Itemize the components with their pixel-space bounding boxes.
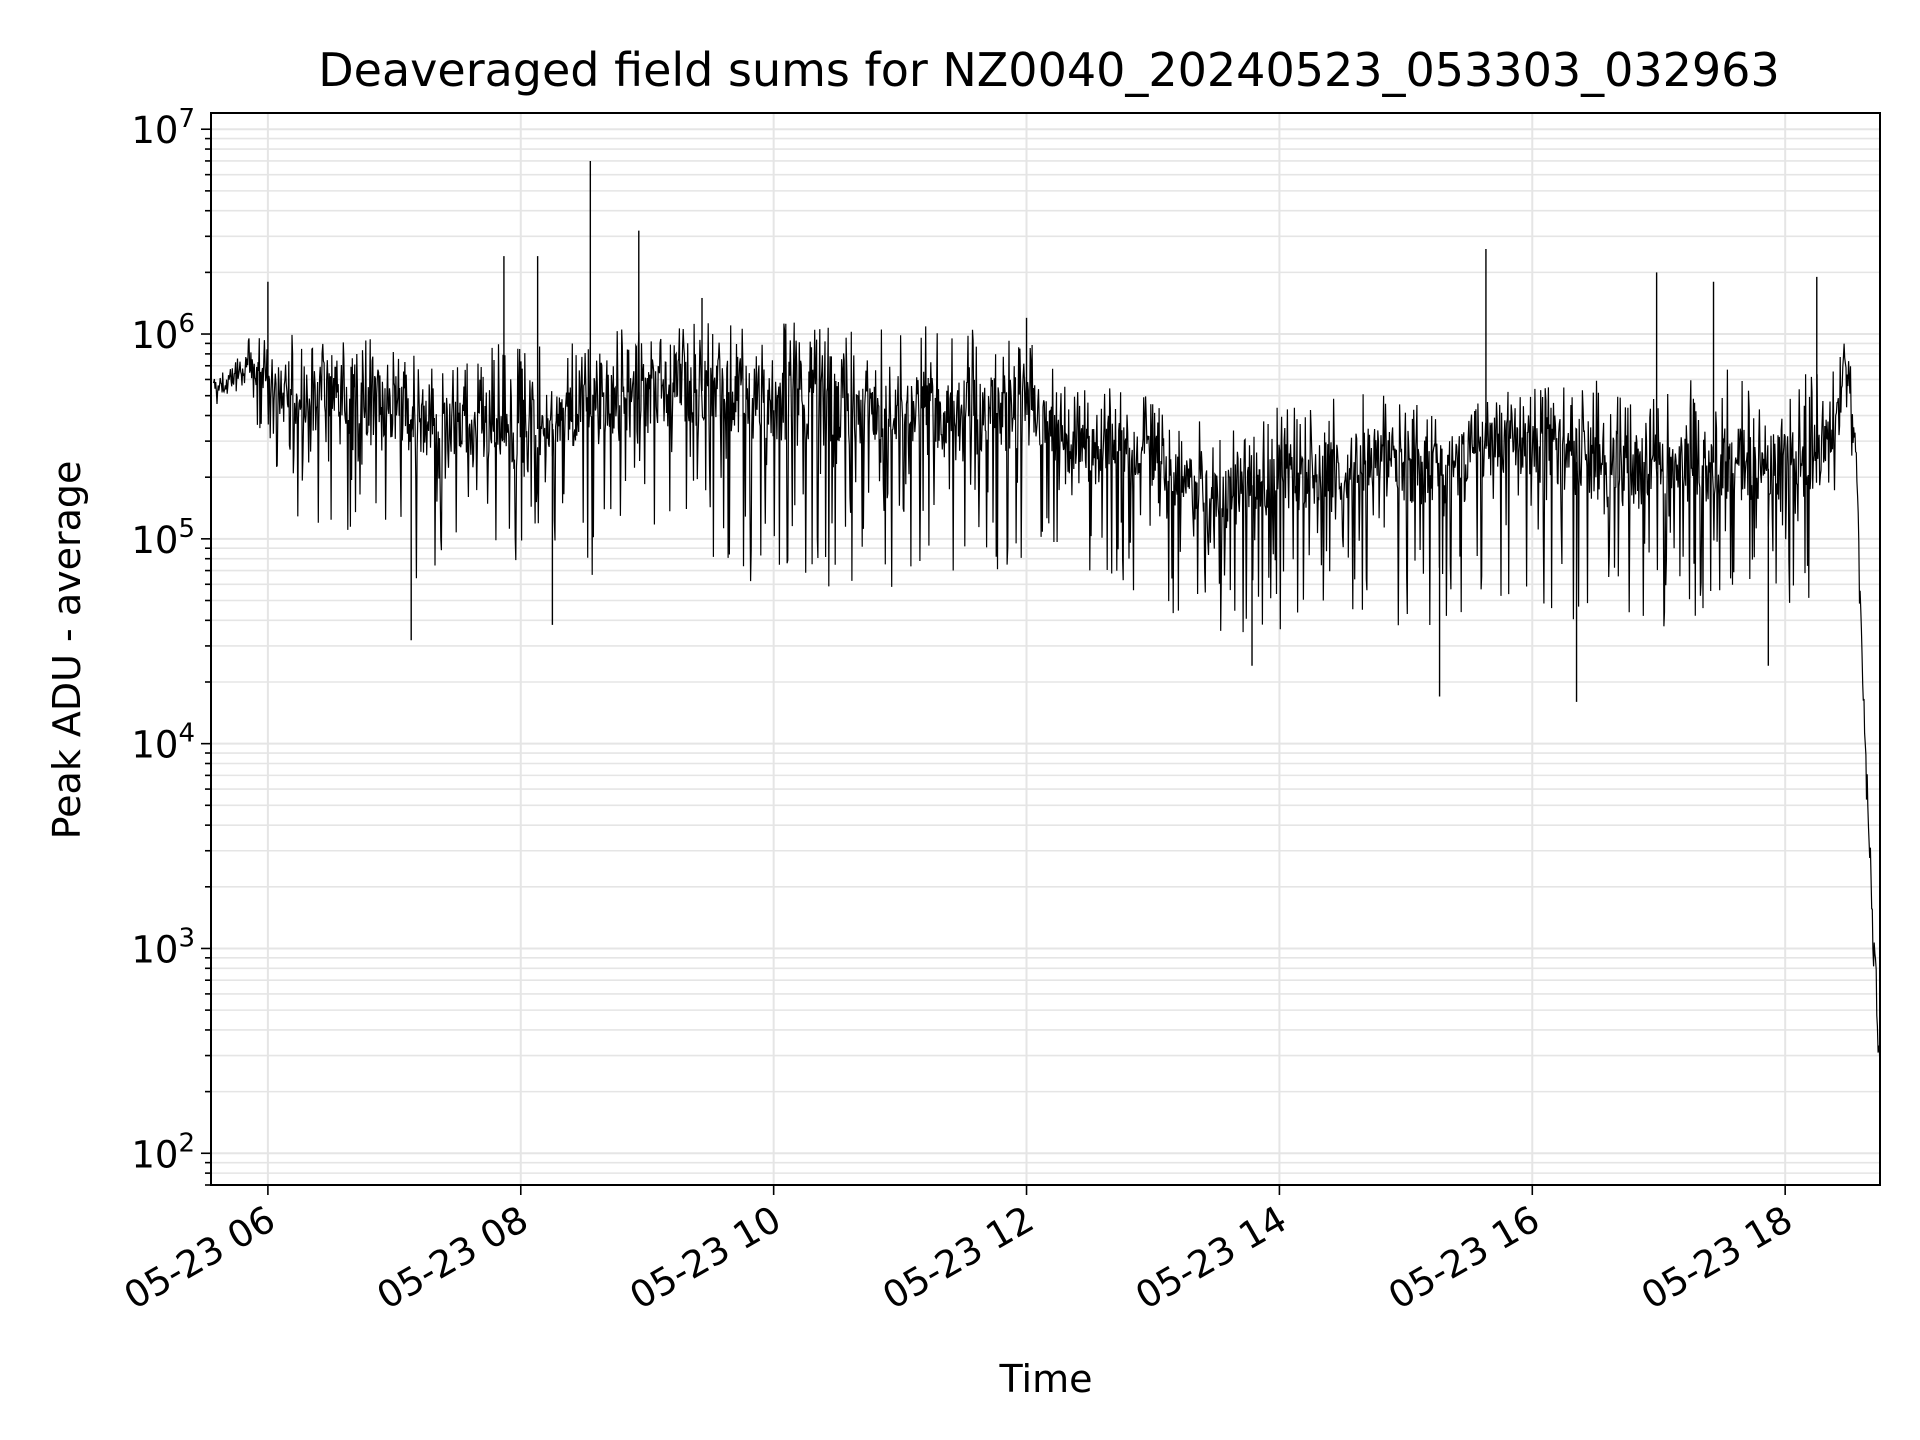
y-tick-label: 102	[131, 1128, 195, 1176]
chart-title: Deaveraged field sums for NZ0040_2024052…	[318, 43, 1779, 97]
x-axis-label: Time	[999, 1357, 1093, 1401]
y-tick-label: 106	[131, 309, 195, 357]
y-tick-label: 104	[131, 719, 195, 767]
series-line	[212, 322, 1881, 1071]
grid	[211, 113, 1880, 1186]
y-ticks: 102 103 104 105 106 107	[131, 104, 211, 1186]
y-axis-label: Peak ADU - average	[45, 461, 89, 840]
y-tick-label: 103	[131, 923, 195, 971]
y-tick-label: 107	[131, 104, 195, 152]
series-group	[212, 160, 1881, 1071]
y-tick-label: 105	[131, 514, 195, 562]
plot-frame	[210, 112, 1881, 1186]
